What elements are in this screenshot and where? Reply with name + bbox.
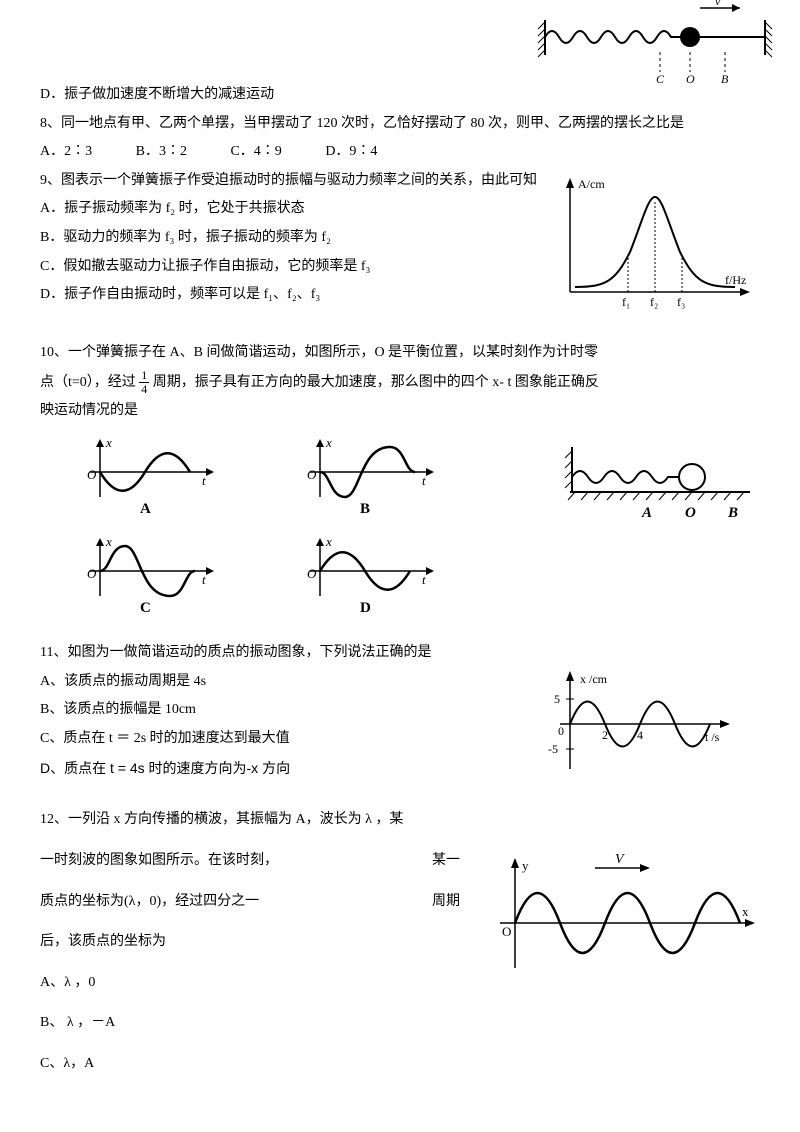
- svg-text:A: A: [140, 501, 151, 517]
- frac-den: 4: [139, 383, 149, 396]
- svg-text:D: D: [360, 600, 371, 616]
- label-o: O: [686, 72, 695, 85]
- label-b: B: [721, 72, 729, 85]
- q8-opt-c: C．4∶9: [230, 139, 281, 166]
- q11-ylabel: x /cm: [580, 672, 608, 686]
- res-tick-3: f₃: [677, 295, 685, 309]
- q10r-o: O: [685, 505, 696, 521]
- page-root: v C O: [40, 10, 760, 1092]
- q10-graph-d: O x t D: [300, 536, 440, 627]
- q8-opt-d: D．9∶4: [325, 139, 377, 166]
- svg-text:t: t: [202, 572, 206, 587]
- svg-text:O: O: [87, 467, 97, 482]
- svg-text:x: x: [105, 437, 112, 450]
- q10-stem-line1: 10、一个弹簧振子在 A、B 间做简谐运动，如图所示，O 是平衡位置，以某时刻作…: [40, 340, 760, 367]
- q7-spring-diagram: v C O: [530, 0, 780, 96]
- q12-chart: V O y x: [480, 848, 770, 999]
- label-c: C: [656, 72, 665, 85]
- q12-ylabel: y: [522, 858, 529, 873]
- q10-mid-b: 周期，振子具有正方向的最大加速度，那么图中的四个 x- t 图象能正确反: [153, 375, 599, 390]
- q12-v-label: V: [615, 852, 625, 867]
- q10-spring-diagram: A O B: [560, 437, 760, 538]
- q11-xtick-4: 4: [637, 728, 643, 742]
- q12-opt-c: C、λ，A: [40, 1051, 760, 1078]
- frac-num: 1: [139, 369, 149, 383]
- q11-ytick-5: 5: [554, 692, 560, 706]
- q8-options: A．2∶3 B．3∶2 C．4∶9 D．9∶4: [40, 139, 760, 166]
- q8-opt-a: A．2∶3: [40, 139, 92, 166]
- svg-text:O: O: [502, 924, 511, 939]
- svg-text:O: O: [87, 566, 97, 581]
- q12-xlabel: x: [742, 904, 749, 919]
- q12-l2b: 某一: [432, 848, 460, 875]
- svg-text:x: x: [105, 536, 112, 549]
- resonance-chart: A/cm f/Hz f₁ f₂ f₃: [550, 172, 760, 333]
- svg-text:C: C: [140, 600, 151, 616]
- q11-xlabel: t /s: [705, 730, 720, 744]
- svg-text:O: O: [307, 566, 317, 581]
- q11-xtick-2: 2: [602, 728, 608, 742]
- svg-text:x: x: [325, 437, 332, 450]
- q10-mid-a: 点（t=0），经过: [40, 375, 136, 390]
- q10-graph-b: O x t B: [300, 437, 440, 528]
- q10-stem-line2: 点（t=0），经过 14 周期，振子具有正方向的最大加速度，那么图中的四个 x-…: [40, 369, 760, 397]
- q10-graph-c: O x t C: [80, 536, 220, 627]
- q10-graph-a: O x t A: [80, 437, 220, 528]
- q10r-a: A: [641, 505, 652, 521]
- q10-stem-line3: 映运动情况的是: [40, 398, 760, 425]
- res-y-label: A/cm: [578, 177, 605, 191]
- q11-ytick-m5: -5: [548, 742, 558, 756]
- q12-l3a: 质点的坐标为(λ，0)，经过四分之一: [40, 894, 259, 909]
- q11-chart: 5 -5 0 2 4 x /cm t /s: [540, 669, 740, 790]
- q8-stem: 8、同一地点有甲、乙两个单摆，当甲摆动了 120 次时，乙恰好摆动了 80 次，…: [40, 111, 760, 138]
- res-tick-1: f₁: [622, 295, 630, 309]
- svg-text:O: O: [307, 467, 317, 482]
- q12-l3b: 周期: [432, 889, 460, 916]
- svg-text:t: t: [422, 572, 426, 587]
- q11-stem: 11、如图为一做简谐运动的质点的振动图象，下列说法正确的是: [40, 640, 760, 667]
- svg-text:t: t: [202, 473, 206, 488]
- v-label: v: [715, 0, 721, 8]
- q12-opt-b: B、 λ ，－A: [40, 1010, 760, 1037]
- svg-text:x: x: [325, 536, 332, 549]
- res-tick-2: f₂: [650, 295, 658, 309]
- q10r-b: B: [727, 505, 738, 521]
- svg-text:t: t: [422, 473, 426, 488]
- q12-line1: 12、一列沿 x 方向传播的横波，其振幅为 A，波长为 λ ，某: [40, 807, 760, 834]
- res-x-label: f/Hz: [725, 273, 746, 287]
- q10-fraction: 14: [139, 369, 149, 396]
- svg-text:B: B: [360, 501, 370, 517]
- svg-text:0: 0: [558, 724, 564, 738]
- q12-l2a: 一时刻波的图象如图所示。在该时刻，: [40, 853, 278, 868]
- q8-opt-b: B．3∶2: [136, 139, 187, 166]
